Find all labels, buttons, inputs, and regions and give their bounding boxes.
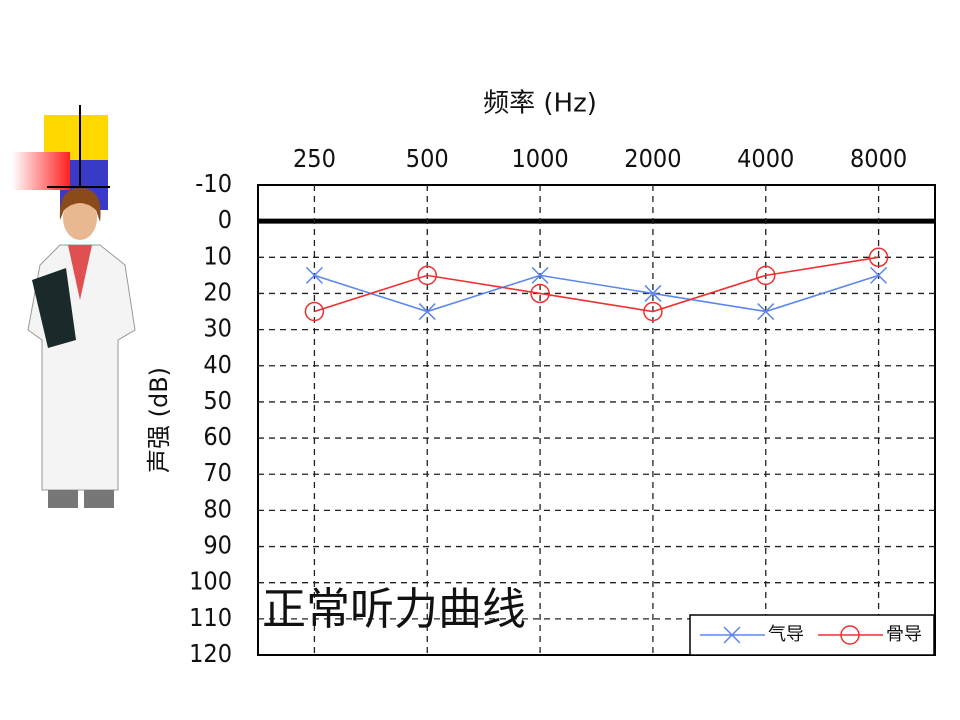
point-marker [305,266,323,284]
y-tick-label: 100 [189,567,232,596]
x-tick-label: 250 [293,144,336,173]
x-tick-label: 8000 [850,144,907,173]
y-tick-label: -10 [195,169,232,198]
point-marker [531,266,549,284]
point-marker [644,284,662,302]
shoe [84,490,114,508]
y-tick-label: 60 [203,422,232,451]
y-tick-label: 80 [203,494,232,523]
x-axis-label: 频率 (Hz) [483,89,597,119]
plot-frame [257,184,936,656]
y-axis-label: 声强 (dB) [145,367,173,473]
legend-marker [723,626,741,644]
y-tick-label: 0 [218,205,232,234]
y-tick-label: 30 [203,314,232,343]
y-tick-label: 20 [203,277,232,306]
point-marker [868,247,889,268]
y-tick-label: 70 [203,458,232,487]
legend-label: 气导 [768,624,804,645]
clipboard [32,268,76,348]
point-marker [757,303,775,321]
y-tick-label: 50 [203,386,232,415]
x-tick-label: 2000 [624,144,681,173]
x-tick-label: 500 [406,144,449,173]
point-marker [417,265,437,286]
point-marker [418,303,436,321]
deco-square [12,152,70,190]
y-tick-label: 40 [203,350,232,379]
shirt [68,245,92,300]
hair [59,188,101,222]
point-marker [870,266,888,284]
y-tick-label: 90 [203,531,232,560]
plot: -10 0 10 20 30 40 50 60 70 80 90 100 110 120 250 500 100… [189,144,935,668]
point-marker [304,301,325,322]
x-tick-label: 4000 [737,144,794,173]
doctor-clipart [12,105,136,508]
shoe [48,490,78,508]
y-tick-label: 10 [203,241,232,270]
annotation: 正常听力曲线 [262,584,526,635]
y-tick-label: 110 [189,603,232,632]
y-tick-label: 120 [189,639,232,668]
legend-label: 骨导 [886,624,922,645]
point-marker [756,265,776,286]
point-marker [530,283,550,304]
series-line [314,256,879,313]
point-marker [643,301,663,322]
x-tick-label: 1000 [511,144,568,173]
legend-marker [840,625,860,645]
series-line [314,274,879,313]
face [63,196,97,240]
